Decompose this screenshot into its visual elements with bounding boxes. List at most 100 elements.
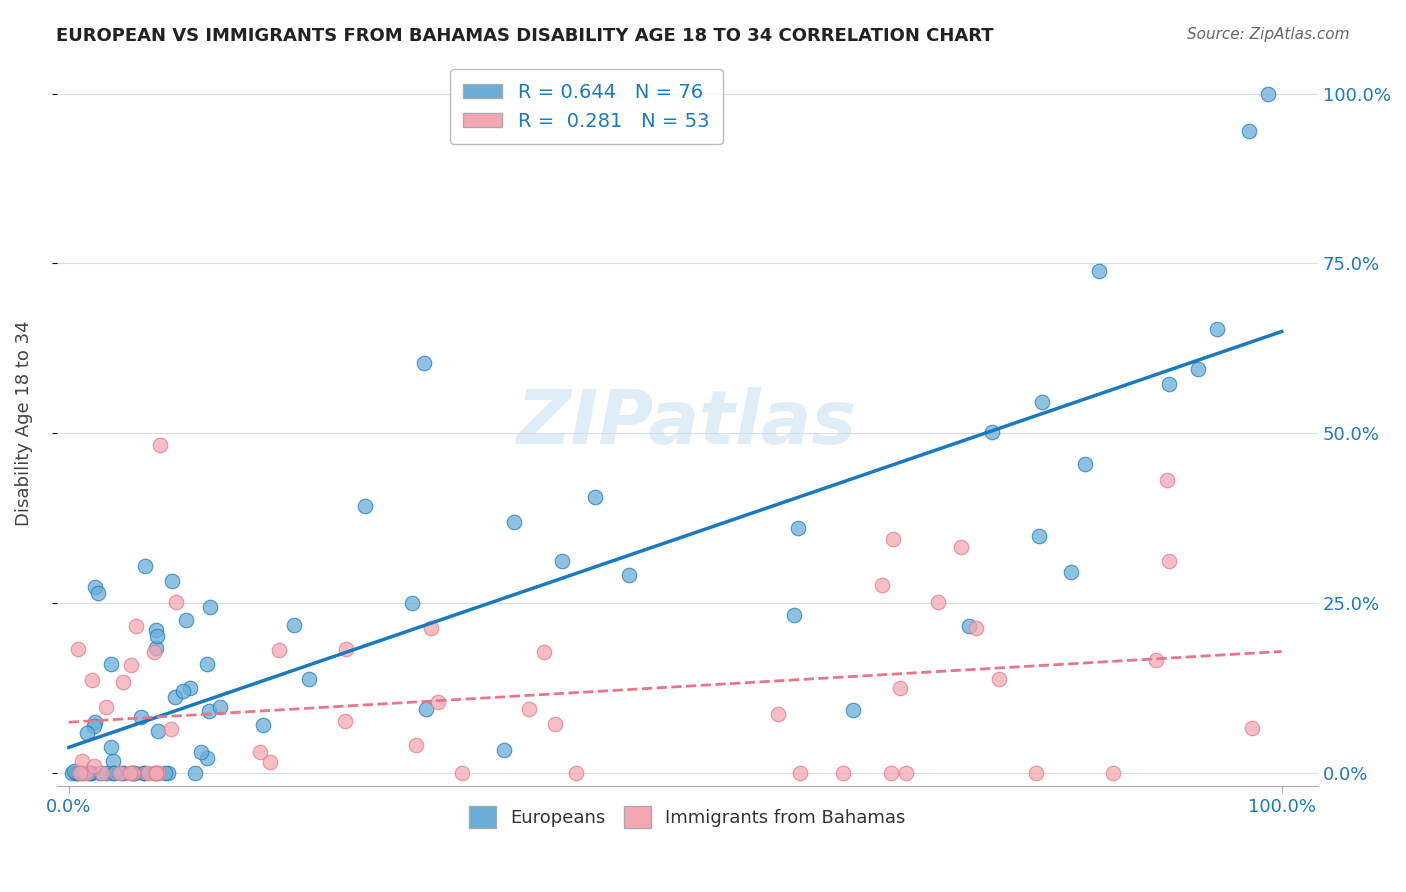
Point (965, 621, 987, 635)
Point (1088, 263, 1111, 277)
Point (981, 425, 1004, 439)
Text: EUROPEAN VS IMMIGRANTS FROM BAHAMAS DISABILITY AGE 18 TO 34 CORRELATION CHART: EUROPEAN VS IMMIGRANTS FROM BAHAMAS DISA… (56, 27, 994, 45)
Point (782, 608, 804, 623)
Point (1240, 722, 1263, 736)
Point (927, 595, 949, 609)
Point (100, 740, 122, 755)
Point (101, 754, 124, 768)
Point (412, 356, 434, 370)
Point (184, 765, 207, 780)
Point (872, 578, 894, 592)
Point (405, 738, 427, 752)
Point (112, 765, 135, 780)
Point (1159, 377, 1181, 392)
Point (1102, 765, 1125, 780)
Point (96, 699, 118, 714)
Point (1239, 124, 1261, 138)
Point (176, 613, 198, 627)
Point (153, 765, 176, 780)
Point (146, 723, 169, 738)
Point (427, 695, 450, 709)
Point (517, 702, 540, 716)
Point (72, 765, 94, 780)
Point (160, 574, 183, 588)
Point (544, 716, 567, 731)
Point (132, 765, 155, 780)
Point (789, 765, 811, 780)
Point (1156, 473, 1178, 487)
Point (145, 765, 167, 780)
Point (70, 754, 93, 768)
Point (198, 600, 221, 615)
Point (84, 581, 107, 595)
Point (90, 765, 112, 780)
Point (134, 765, 156, 780)
Point (335, 714, 357, 728)
Point (160, 722, 183, 736)
Point (111, 674, 134, 689)
Point (148, 765, 170, 780)
Point (889, 681, 911, 695)
Point (450, 765, 472, 780)
Point (62, 764, 84, 778)
Point (550, 554, 572, 568)
Point (492, 742, 515, 756)
Point (1157, 554, 1180, 568)
Point (145, 765, 167, 780)
Point (80, 765, 103, 780)
Legend: Europeans, Immigrants from Bahamas: Europeans, Immigrants from Bahamas (461, 799, 912, 836)
Point (67, 765, 90, 780)
Point (987, 672, 1010, 686)
Point (142, 644, 165, 658)
Text: Source: ZipAtlas.com: Source: ZipAtlas.com (1187, 27, 1350, 42)
Point (766, 707, 789, 722)
Point (401, 596, 423, 610)
Point (419, 622, 441, 636)
Point (1028, 529, 1050, 543)
Text: ZIPatlas: ZIPatlas (517, 386, 858, 459)
Point (198, 704, 221, 718)
Point (267, 643, 290, 657)
Point (124, 765, 146, 780)
Point (882, 533, 904, 547)
Point (69, 765, 91, 780)
Point (165, 595, 187, 609)
Point (583, 490, 606, 504)
Point (136, 765, 159, 780)
Point (209, 699, 232, 714)
Point (252, 718, 274, 732)
Point (66, 765, 89, 780)
Point (134, 559, 156, 574)
Point (1031, 395, 1053, 409)
Point (103, 765, 125, 780)
Point (66, 642, 89, 657)
Point (125, 618, 148, 632)
Point (1059, 565, 1081, 579)
Point (179, 681, 201, 695)
Point (120, 765, 142, 780)
Point (87, 586, 110, 600)
Point (83, 719, 105, 733)
Point (84, 714, 107, 729)
Point (195, 657, 218, 672)
Point (65, 765, 87, 780)
Point (129, 710, 152, 724)
Point (298, 673, 321, 687)
Point (283, 617, 305, 632)
Point (249, 745, 271, 759)
Point (1206, 322, 1229, 336)
Point (111, 765, 134, 780)
Point (957, 618, 980, 632)
Point (121, 765, 143, 780)
Point (1025, 765, 1047, 780)
Point (145, 641, 167, 656)
Point (165, 690, 187, 704)
Point (76, 725, 98, 739)
Point (896, 765, 918, 780)
Point (565, 765, 588, 780)
Point (77, 765, 100, 780)
Point (190, 745, 212, 759)
Point (1144, 653, 1167, 667)
Point (82, 673, 104, 687)
Point (619, 567, 641, 582)
